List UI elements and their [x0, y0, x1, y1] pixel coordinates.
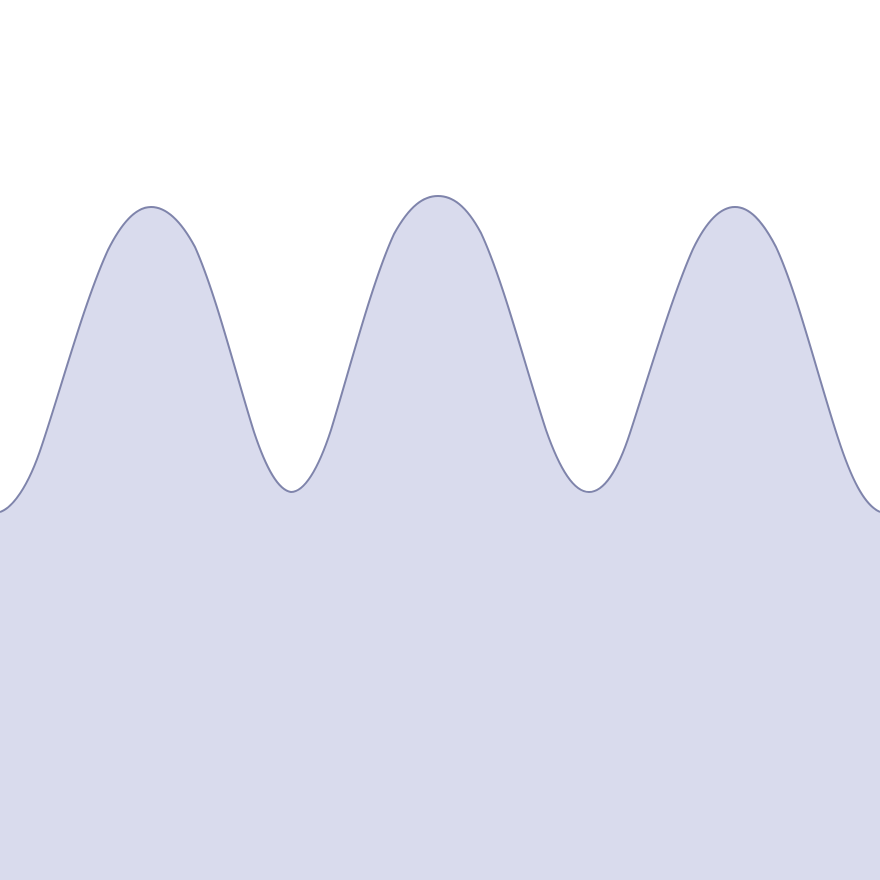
wave-outline — [0, 194, 880, 513]
wave-fill-area — [0, 196, 880, 880]
